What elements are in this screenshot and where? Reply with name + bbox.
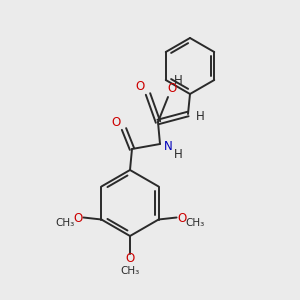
Text: H: H	[196, 110, 204, 124]
Text: O: O	[167, 82, 177, 95]
Text: H: H	[174, 74, 182, 88]
Text: CH₃: CH₃	[120, 266, 140, 276]
Text: O: O	[135, 80, 145, 94]
Text: O: O	[74, 212, 83, 225]
Text: CH₃: CH₃	[185, 218, 204, 227]
Text: H: H	[174, 148, 182, 160]
Text: O: O	[111, 116, 121, 128]
Text: O: O	[125, 253, 135, 266]
Text: O: O	[177, 212, 186, 225]
Text: N: N	[164, 140, 172, 154]
Text: CH₃: CH₃	[56, 218, 75, 227]
